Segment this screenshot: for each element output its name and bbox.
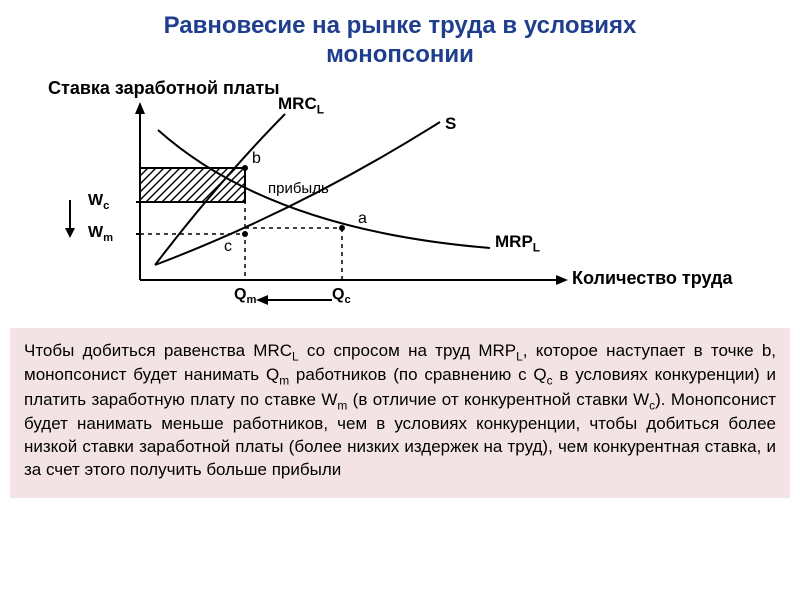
y-axis-arrow-icon: [135, 102, 145, 114]
wc-label-text: W: [88, 192, 103, 209]
bt1s: L: [292, 349, 299, 363]
qm-label: Qm: [234, 286, 256, 306]
wage-down-arrow-icon: [65, 228, 75, 238]
bt2: со спросом на труд MRP: [299, 341, 517, 360]
mrp-label-text: MRP: [495, 232, 533, 251]
point-b-label: b: [252, 150, 261, 168]
title-line2: монопсонии: [326, 41, 474, 68]
point-b: [242, 165, 248, 171]
bt6: (в отличие от конкурентной ставки W: [347, 390, 649, 409]
wm-label-text: W: [88, 224, 103, 241]
slide: Равновесие на рынке труда в условиях мон…: [0, 0, 800, 600]
qm-label-text: Q: [234, 286, 246, 303]
bt1: Чтобы добиться равенства MRC: [24, 341, 292, 360]
mrp-label-sub: L: [533, 240, 540, 254]
slide-title: Равновесие на рынке труда в условиях мон…: [0, 0, 800, 76]
x-axis-label: Количество труда: [572, 268, 732, 289]
y-axis-label: Ставка заработной платы: [48, 78, 280, 99]
qc-label: Qc: [332, 286, 351, 306]
point-a: [339, 225, 345, 231]
mrc-label-text: MRC: [278, 94, 317, 113]
s-label-text: S: [445, 114, 456, 133]
chart: MRCL S MRPL b a c прибыль Wc Wm Qm Qc Ко…: [40, 100, 760, 310]
title-line1: Равновесие на рынке труда в условиях: [164, 12, 637, 39]
mrc-label-sub: L: [317, 102, 324, 116]
qty-arrow-icon: [256, 295, 268, 305]
mrp-label: MRPL: [495, 232, 540, 254]
y-axis-label-text: Ставка заработной платы: [48, 78, 280, 98]
wc-label: Wc: [88, 192, 109, 212]
qm-label-sub: m: [246, 294, 256, 306]
point-c-label: c: [224, 238, 232, 256]
point-a-label: a: [358, 210, 367, 228]
wm-label: Wm: [88, 224, 113, 244]
bt2s: L: [516, 349, 523, 363]
bt5s: m: [337, 398, 347, 412]
body-text: Чтобы добиться равенства MRCL со спросом…: [10, 328, 790, 498]
wm-label-sub: m: [103, 232, 113, 244]
s-label: S: [445, 114, 456, 134]
x-axis-arrow-icon: [556, 275, 568, 285]
mrc-label: MRCL: [278, 94, 324, 116]
bt4: работников (по сравнению с Q: [289, 365, 547, 384]
profit-label: прибыль: [268, 180, 329, 197]
bt3s: m: [279, 374, 289, 388]
qc-label-text: Q: [332, 286, 344, 303]
point-c: [242, 231, 248, 237]
wc-label-sub: c: [103, 200, 109, 212]
qc-label-sub: c: [344, 294, 350, 306]
